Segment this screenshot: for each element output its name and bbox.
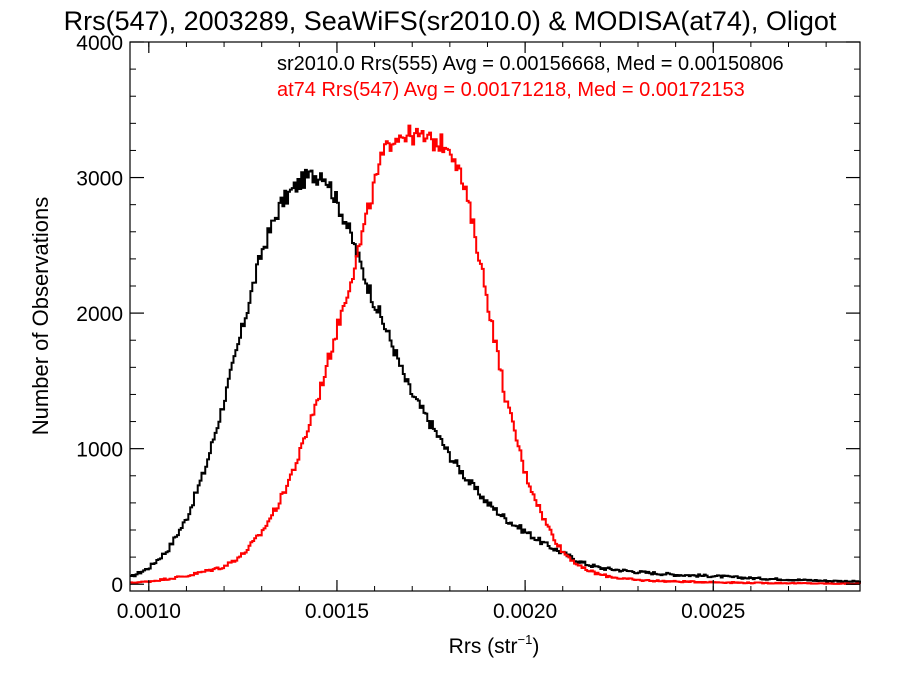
y-tick-label: 3000: [76, 168, 123, 191]
plot-frame: [129, 41, 861, 592]
x-axis-label: Rrs (str−1): [449, 632, 540, 658]
y-tick-label: 0: [111, 574, 123, 597]
y-tick-label: 1000: [76, 439, 123, 462]
x-tick-label: 0.0020: [493, 600, 557, 623]
x-tick-label: 0.0015: [305, 600, 369, 623]
chart-title: Rrs(547), 2003289, SeaWiFS(sr2010.0) & M…: [64, 6, 837, 36]
legend-entry-1: sr2010.0 Rrs(555) Avg = 0.00156668, Med …: [277, 53, 784, 75]
series-line-1: [130, 168, 861, 583]
y-tick-label: 4000: [76, 32, 123, 55]
x-tick-label: 0.0010: [117, 600, 181, 623]
y-axis: 0 1000 2000 3000 4000: [76, 32, 860, 597]
x-axis-label-superscript: −1: [518, 632, 533, 647]
y-axis-label: Number of Observations: [28, 197, 53, 435]
series-layer: [130, 124, 861, 585]
x-tick-label: 0.0025: [681, 600, 745, 623]
legend: sr2010.0 Rrs(555) Avg = 0.00156668, Med …: [277, 53, 784, 101]
x-axis-label-close: ): [532, 635, 539, 658]
x-axis: 0.0010 0.0015 0.0020 0.0025: [117, 42, 827, 623]
y-tick-label: 2000: [76, 303, 123, 326]
series-line-2: [130, 124, 861, 585]
x-axis-label-main: Rrs (str: [449, 635, 518, 658]
legend-entry-2: at74 Rrs(547) Avg = 0.00171218, Med = 0.…: [277, 79, 745, 101]
